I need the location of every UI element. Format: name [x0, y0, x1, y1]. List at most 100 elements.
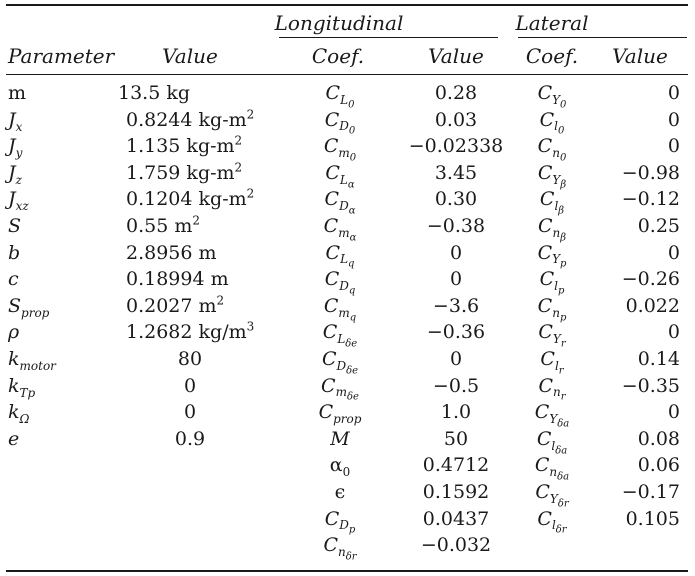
coefficient-symbol: CD0	[324, 108, 356, 137]
lateral-value: −0.12	[621, 188, 680, 211]
parameter-symbol: kmotor	[8, 348, 56, 373]
coefficient-symbol: Cm0	[323, 135, 357, 164]
parameter-symbol: e	[8, 427, 20, 450]
parameter-name: kmotor	[8, 347, 56, 373]
lateral-value: 0	[667, 135, 680, 158]
coefficient-symbol: Cnβ	[537, 215, 567, 244]
coefficient-symbol: CLα	[325, 161, 355, 190]
longitudinal-value: 0	[449, 348, 463, 370]
top-rule	[6, 4, 688, 6]
parameter-value: 80	[177, 348, 203, 370]
lateral-coefficient: Clp	[540, 267, 565, 296]
longitudinal-coefficient: α0	[330, 453, 350, 478]
longitudinal-value: 0.0437	[422, 507, 490, 530]
parameter-value: 0.9	[174, 427, 206, 450]
coefficient-symbol: Cl0	[539, 108, 565, 137]
coefficient-symbol: Cmδe	[321, 374, 359, 403]
coefficient-symbol: Clβ	[539, 188, 565, 217]
parameter-symbol: Jx	[8, 108, 23, 134]
parameter-name: Jy	[8, 134, 22, 159]
coefficient-symbol: Cnδr	[323, 534, 357, 563]
longitudinal-value: 50	[443, 427, 469, 450]
lateral-coefficient: CY0	[537, 81, 567, 111]
lateral-value: −0.26	[621, 268, 680, 291]
lateral-value: 0	[667, 108, 680, 131]
lateral-group-rule	[518, 37, 687, 38]
lateral-value: 0	[667, 241, 680, 264]
parameter-value: 2.8956 m	[126, 241, 217, 264]
longitudinal-coefficient: Cmq	[324, 294, 356, 323]
lateral-value: −0.98	[621, 161, 680, 184]
longitudinal-coefficient: ϵ	[335, 480, 346, 504]
coefficient-symbol: CDδe	[321, 348, 359, 377]
parameter-value: 0.1204 kg-m2	[126, 187, 255, 211]
longitudinal-coefficient: CDα	[324, 187, 356, 217]
coefficient-symbol: Cprop	[318, 401, 362, 426]
parameter-value: 1.759 kg-m2	[126, 160, 243, 184]
coefficient-symbol: Cnp	[537, 294, 567, 323]
parameter-name: e	[8, 427, 19, 451]
parameter-symbol: kΩ	[8, 401, 30, 426]
parameter-value: 1.135 kg-m2	[126, 133, 243, 158]
lateral-value: 0.06	[637, 454, 680, 477]
longitudinal-value: −3.6	[432, 294, 480, 317]
parameter-value: 13.5 kg	[118, 82, 191, 104]
coefficient-symbol: Cnδa	[534, 454, 570, 483]
lateral-coefficient: Cnr	[538, 374, 566, 403]
lateral-coefficient: Cn0	[537, 134, 567, 164]
longitudinal-coefficient: M	[330, 427, 349, 451]
longitudinal-coefficient: Cnδr	[323, 533, 357, 563]
parameter-name: ρ	[8, 320, 19, 344]
parameter-name: c	[8, 267, 19, 291]
parameter-symbol: kTp	[8, 374, 36, 400]
lateral-value: 0.022	[625, 294, 680, 317]
longitudinal-value: −0.02338	[408, 135, 504, 158]
parameter-value: 0	[183, 401, 197, 424]
lateral-coefficient: Cl0	[539, 108, 565, 137]
lateral-coefficient: CYr	[538, 320, 565, 349]
lateral-value: 0.14	[637, 348, 680, 370]
coefficient-symbol: Clr	[540, 348, 564, 377]
longitudinal-value: −0.5	[432, 374, 480, 397]
lateral-group-header: Lateral	[515, 11, 589, 35]
parameter-value: 0	[183, 374, 197, 397]
parameter-name: kΩ	[8, 400, 30, 426]
parameter-symbol: m	[8, 82, 27, 104]
coefficient-symbol: CY0	[537, 82, 567, 111]
lateral-coefficient: Clβ	[539, 187, 565, 217]
coefficient-symbol: Cmα	[323, 215, 357, 244]
coefficient-symbol: Cnr	[538, 374, 566, 403]
parameter-name: b	[8, 241, 20, 265]
longitudinal-coefficient: CDp	[324, 507, 356, 536]
longitudinal-coefficient: CLα	[325, 161, 355, 190]
lateral-coefficient: Cnδa	[534, 453, 570, 483]
parameter-name: Jx	[8, 108, 23, 134]
lateral-value: 0.08	[637, 427, 680, 450]
lateral-value: 0	[667, 321, 680, 344]
coefficient-symbol: Cn0	[537, 135, 567, 164]
lateral-value: 0.25	[637, 215, 680, 237]
coefficient-symbol: CYδr	[535, 481, 569, 510]
coefficient-symbol: CYp	[537, 241, 567, 270]
header-rule	[6, 74, 688, 75]
coefficient-symbol: CDα	[324, 188, 356, 217]
longitudinal-value: 0.1592	[422, 481, 490, 503]
long-coef-column-header: Coef.	[311, 44, 365, 68]
lateral-coefficient: Cnβ	[537, 214, 567, 244]
coefficient-symbol: CYβ	[537, 161, 567, 190]
parameter-value: 1.2682 kg/m3	[126, 320, 255, 344]
coefficient-symbol: CYδa	[534, 401, 570, 430]
coefficient-symbol: CL0	[325, 82, 355, 111]
lateral-value: 0.105	[625, 507, 680, 530]
coefficient-symbol: CLδe	[322, 321, 358, 350]
coefficient-symbol: CLq	[325, 241, 355, 270]
longitudinal-coefficient: CDδe	[321, 347, 359, 377]
coefficient-symbol: M	[330, 427, 350, 450]
longitudinal-coefficient: Cmα	[323, 214, 357, 244]
parameter-symbol: Jz	[8, 161, 22, 187]
longitudinal-coefficient: CLq	[325, 241, 355, 270]
coefficient-symbol: CDp	[324, 507, 356, 536]
parameter-name: Jxz	[8, 187, 29, 212]
lateral-coefficient: CYδr	[535, 480, 569, 510]
parameter-column-header: Parameter	[8, 44, 115, 68]
